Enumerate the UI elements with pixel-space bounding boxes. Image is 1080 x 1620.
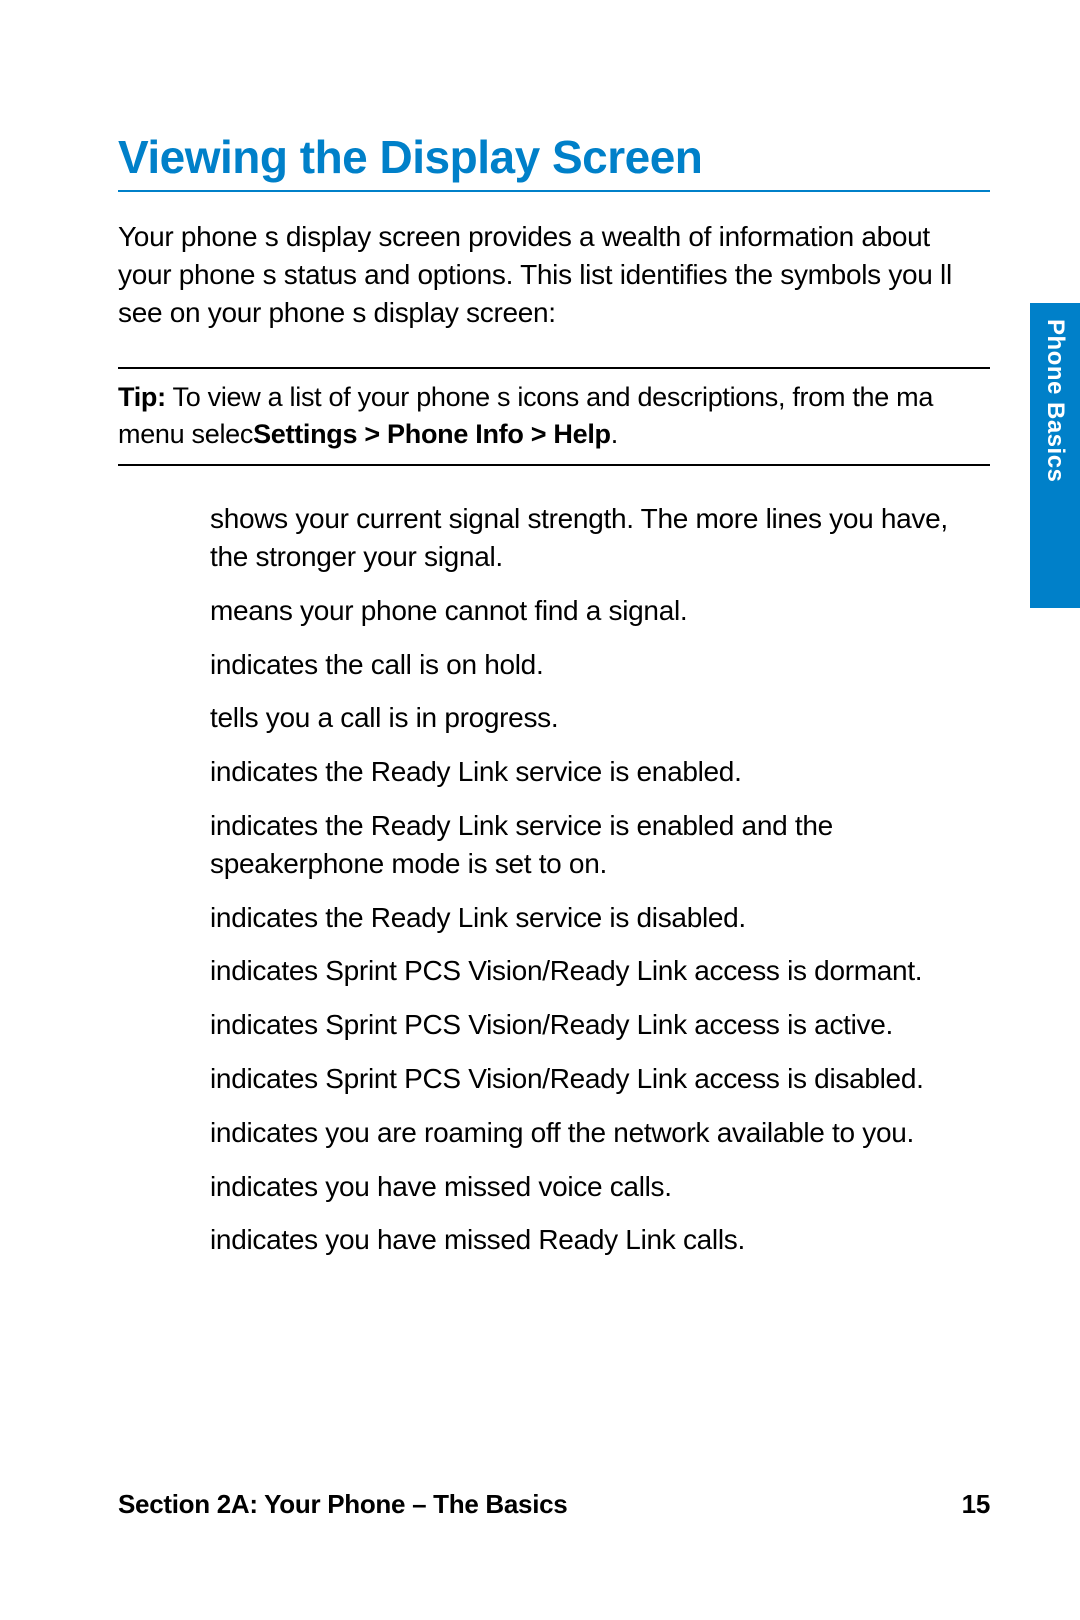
intro-paragraph: Your phone s display screen provides a w… bbox=[118, 218, 990, 331]
page-footer: Section 2A: Your Phone – The Basics 15 bbox=[118, 1489, 990, 1520]
symbol-description-list: shows your current signal strength. The … bbox=[118, 500, 990, 1259]
list-item: indicates you have missed voice calls. bbox=[210, 1168, 990, 1206]
tip-menu-path: Settings > Phone Info > Help bbox=[253, 419, 611, 449]
list-item: shows your current signal strength. The … bbox=[210, 500, 990, 576]
list-item: indicates the call is on hold. bbox=[210, 646, 990, 684]
footer-section: Section 2A: Your Phone – The Basics bbox=[118, 1489, 567, 1520]
list-item: indicates Sprint PCS Vision/Ready Link a… bbox=[210, 952, 990, 990]
tip-label: Tip: bbox=[118, 382, 166, 412]
tip-box: Tip: To view a list of your phone s icon… bbox=[118, 367, 990, 466]
list-item: means your phone cannot find a signal. bbox=[210, 592, 990, 630]
side-tab: Phone Basics bbox=[1030, 303, 1080, 608]
list-item: indicates Sprint PCS Vision/Ready Link a… bbox=[210, 1006, 990, 1044]
list-item: indicates the Ready Link service is enab… bbox=[210, 807, 990, 883]
list-item: tells you a call is in progress. bbox=[210, 699, 990, 737]
footer-page-number: 15 bbox=[962, 1489, 990, 1520]
list-item: indicates the Ready Link service is enab… bbox=[210, 753, 990, 791]
list-item: indicates the Ready Link service is disa… bbox=[210, 899, 990, 937]
manual-page: Viewing the Display Screen Your phone s … bbox=[0, 0, 1080, 1620]
list-item: indicates Sprint PCS Vision/Ready Link a… bbox=[210, 1060, 990, 1098]
page-title: Viewing the Display Screen bbox=[118, 130, 990, 192]
tip-text-after: . bbox=[611, 419, 618, 449]
list-item: indicates you have missed Ready Link cal… bbox=[210, 1221, 990, 1259]
list-item: indicates you are roaming off the networ… bbox=[210, 1114, 990, 1152]
